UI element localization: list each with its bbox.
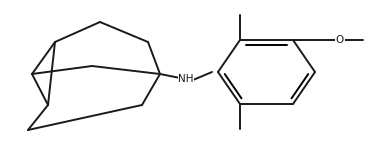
Text: O: O (336, 35, 344, 45)
Text: NH: NH (178, 74, 194, 84)
